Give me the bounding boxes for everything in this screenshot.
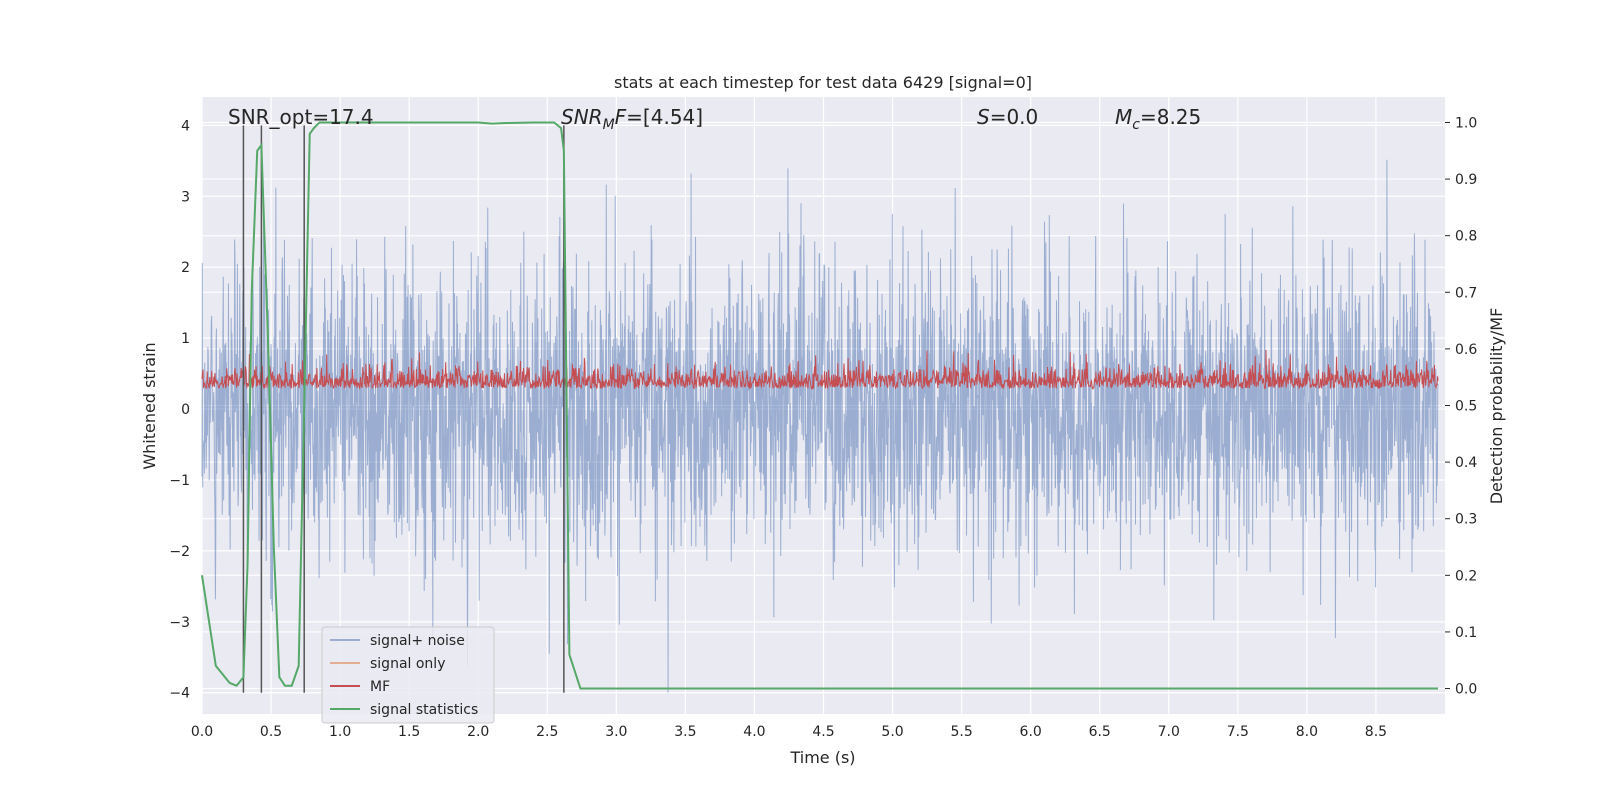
signal-statistics-line (201, 121, 1439, 690)
legend-box (321, 626, 495, 724)
legend-label-mf: MF (370, 679, 390, 695)
y2-tick-label: 0.5 (1455, 399, 1477, 415)
x-tick-label: 1.5 (398, 724, 420, 740)
signal-noise-line (201, 159, 1439, 693)
annotation-mc-value: =8.25 (1140, 105, 1201, 129)
y2-tick-label: 0.2 (1455, 568, 1477, 584)
x-tick-label: 6.5 (1089, 724, 1111, 740)
legend-label-signal-noise: signal+ noise (370, 633, 465, 649)
mf-series (201, 349, 1439, 391)
x-ticks: 0.0 0.5 1.0 1.5 2.0 2.5 3.0 3.5 4.0 4.5 5.0 5.5 6.0 6… (191, 724, 1387, 740)
x-tick-label: 5.0 (881, 724, 903, 740)
y-tick-label: −2 (169, 544, 190, 560)
annotation-s: S=0.0 (977, 105, 1038, 129)
y-tick-label: 0 (181, 402, 190, 418)
y2-tick-label: 0.7 (1455, 285, 1477, 301)
x-tick-label: 2.0 (467, 724, 489, 740)
annotation-snr-mf: SNRMF=[4.54] (561, 105, 703, 133)
y-tick-label: 2 (181, 260, 190, 276)
x-tick-label: 1.0 (329, 724, 351, 740)
annotation-snr-mf-value: =[4.54] (626, 105, 703, 129)
y2-tick-label: 0.9 (1455, 172, 1477, 188)
y2-tick-label: 0.1 (1455, 625, 1477, 641)
y2-tick-label: 0.3 (1455, 512, 1477, 528)
x-tick-label: 8.0 (1296, 724, 1318, 740)
signal-statistics-series (201, 121, 1439, 690)
mf-line (201, 349, 1439, 391)
y2-tick-label: 0.8 (1455, 229, 1477, 245)
y-axis-label: Whitened strain (140, 342, 159, 469)
annotation-s-value: =0.0 (990, 105, 1039, 129)
legend-label-signal-only: signal only (370, 656, 445, 672)
x-tick-label: 5.5 (950, 724, 972, 740)
x-tick-label: 0.0 (191, 724, 213, 740)
y-ticks: 4 3 2 1 0 −1 −2 −3 −4 (169, 118, 190, 701)
x-tick-label: 7.0 (1158, 724, 1180, 740)
x-tick-label: 4.5 (812, 724, 834, 740)
y2-ticks: 1.0 0.9 0.8 0.7 0.6 0.5 0.4 0.3 0.2 0.1 0.0 (1445, 115, 1477, 698)
legend: signal+ noise signal only MF signal stat… (321, 626, 495, 724)
legend-label-signal-statistics: signal statistics (370, 702, 478, 718)
y2-tick-label: 0.0 (1455, 682, 1477, 698)
chart-title: stats at each timestep for test data 642… (614, 73, 1032, 92)
x-tick-label: 3.0 (605, 724, 627, 740)
x-tick-label: 7.5 (1227, 724, 1249, 740)
x-tick-label: 2.5 (536, 724, 558, 740)
y-tick-label: 1 (181, 331, 190, 347)
annotation-snr-opt: SNR_opt=17.4 (228, 105, 374, 129)
y2-axis-label: Detection probability/MF (1487, 308, 1506, 505)
y-tick-label: −3 (169, 615, 190, 631)
x-tick-label: 0.5 (260, 724, 282, 740)
y-tick-label: −4 (169, 686, 190, 702)
signal-noise-series (201, 159, 1439, 693)
y2-tick-label: 0.6 (1455, 342, 1477, 358)
y-tick-label: 4 (181, 118, 190, 134)
y2-tick-label: 1.0 (1455, 115, 1477, 131)
y-tick-label: −1 (169, 473, 190, 489)
x-tick-label: 4.0 (743, 724, 765, 740)
annotation-mc: Mc=8.25 (1115, 105, 1201, 133)
x-tick-label: 6.0 (1020, 724, 1042, 740)
y2-tick-label: 0.4 (1455, 455, 1477, 471)
x-axis-label: Time (s) (789, 748, 855, 767)
y-tick-label: 3 (181, 189, 190, 205)
x-tick-label: 8.5 (1365, 724, 1387, 740)
x-tick-label: 3.5 (674, 724, 696, 740)
